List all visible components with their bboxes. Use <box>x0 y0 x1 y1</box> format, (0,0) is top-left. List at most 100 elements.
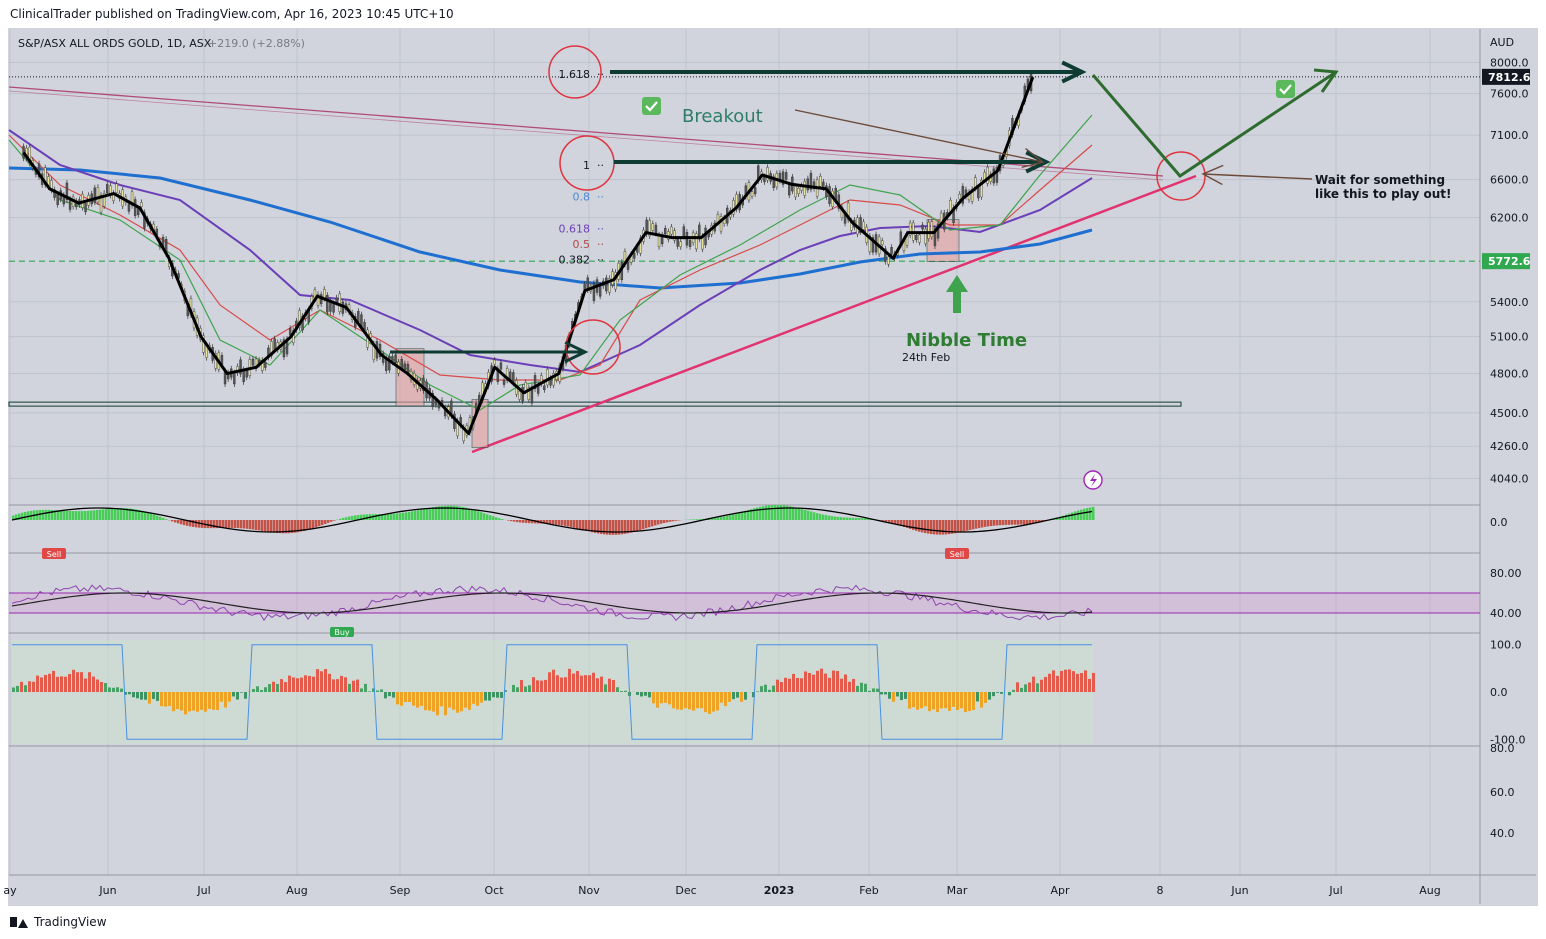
osc1-bar <box>444 505 447 520</box>
candle-body <box>884 248 887 262</box>
x-axis-ticks: ay Jun Jul Aug Sep Oct Nov Dec 2023 Feb Mar Apr 8 Jun… <box>3 884 1440 897</box>
osc1-bar <box>783 505 786 520</box>
osc1-bar <box>141 510 144 520</box>
osc1-bar <box>804 509 807 520</box>
osc3-bar <box>784 677 787 692</box>
osc3-bar <box>692 692 695 711</box>
osc3-bar <box>924 692 927 707</box>
footer-brand: TradingView <box>10 912 107 932</box>
y-tick-label: 4800.0 <box>1490 368 1529 381</box>
osc3-bar <box>256 686 259 692</box>
osc1-bar <box>579 520 582 530</box>
osc1-bar <box>405 512 408 520</box>
osc1-bar <box>1092 506 1095 520</box>
osc1-bar <box>990 520 993 527</box>
osc3-bar <box>68 673 71 692</box>
osc3-bar <box>972 692 975 711</box>
osc3-bar <box>144 692 147 700</box>
candle-body <box>933 228 937 247</box>
osc1-bar <box>1056 517 1059 520</box>
osc1-bar <box>381 514 384 520</box>
osc1-bar <box>261 520 264 531</box>
candle-body <box>608 278 611 293</box>
osc1-bar <box>57 510 60 520</box>
osc1-bar <box>624 520 627 534</box>
osc3-bar <box>136 692 139 699</box>
candle-body <box>890 247 893 255</box>
wait-note-line2: like this to play out! <box>1315 187 1452 201</box>
osc1-bar <box>825 515 828 520</box>
price-label-box <box>1482 68 1530 85</box>
osc1-bar <box>474 510 477 520</box>
osc3-bar <box>288 675 291 692</box>
osc1-bar <box>237 520 240 529</box>
osc1-bar <box>744 510 747 520</box>
osc1-bar <box>753 508 756 520</box>
osc3-bar <box>176 692 179 710</box>
osc3-bar <box>72 669 75 692</box>
osc1-bar <box>483 513 486 520</box>
osc1-bar <box>732 514 735 520</box>
osc3-bar <box>172 692 175 712</box>
osc1-bar <box>630 520 633 533</box>
osc1-bar <box>1074 511 1077 520</box>
osc3-bar <box>740 692 743 702</box>
osc1-bar <box>816 513 819 520</box>
osc3-bar <box>672 692 675 709</box>
osc3-bar <box>164 692 167 707</box>
candle-body <box>980 179 983 198</box>
osc1-bar <box>333 520 336 521</box>
osc3-bar <box>1080 672 1083 692</box>
osc1-bar <box>402 512 405 520</box>
osc3-bar <box>792 673 795 692</box>
x-tick-label: Aug <box>1419 884 1440 897</box>
osc3-bar <box>580 675 583 692</box>
candle-body <box>862 221 865 230</box>
osc1-bar <box>1020 520 1023 525</box>
osc1-bar <box>588 520 591 532</box>
osc3-bar <box>1008 692 1011 696</box>
osc1-bar <box>660 520 663 524</box>
osc1-bar <box>993 520 996 526</box>
checkmark-tick <box>645 101 658 112</box>
osc1-bar <box>234 520 237 528</box>
osc1-bar <box>1014 520 1017 525</box>
osc1-bar <box>123 508 126 520</box>
osc1-bar <box>351 515 354 520</box>
osc1-bar <box>216 520 219 529</box>
osc3-bar <box>496 692 499 698</box>
osc3-bar <box>944 692 947 709</box>
candle-body <box>918 234 921 243</box>
fib-level-label: 1 <box>583 159 590 172</box>
osc3-bar <box>416 692 419 708</box>
osc1-bar <box>393 513 396 520</box>
osc1-bar <box>1008 520 1011 525</box>
highlight-circle <box>1156 151 1206 201</box>
candle-body <box>806 178 810 191</box>
osc1-bar <box>399 513 402 520</box>
osc3-bar <box>48 673 51 692</box>
osc3-bar <box>188 692 191 712</box>
osc1-bar <box>882 520 885 521</box>
y-axis-ticks: 8000.0 7600.0 7100.0 6600.0 6200.0 5400.0 5100… <box>1482 56 1531 840</box>
chart-frame[interactable] <box>8 28 1538 906</box>
osc1-bar <box>24 511 27 520</box>
osc1-bar <box>63 510 66 520</box>
osc3-bar <box>500 692 503 698</box>
osc1-bar <box>1089 507 1092 520</box>
osc3-bar <box>432 692 435 712</box>
osc1-bar <box>639 520 642 531</box>
breakout-label: Breakout <box>682 106 763 127</box>
osc1-bar <box>321 520 324 526</box>
osc1-bar <box>66 510 69 520</box>
candle-body <box>688 240 692 247</box>
osc3-bar <box>1052 670 1055 692</box>
osc1-bar <box>45 509 48 520</box>
osc1-bar <box>981 520 984 528</box>
osc1-bar <box>819 513 822 520</box>
candle-body <box>288 328 292 336</box>
osc1-bar <box>861 518 864 520</box>
fib-dots: ·· <box>597 223 604 236</box>
osc1-bar <box>498 518 501 520</box>
